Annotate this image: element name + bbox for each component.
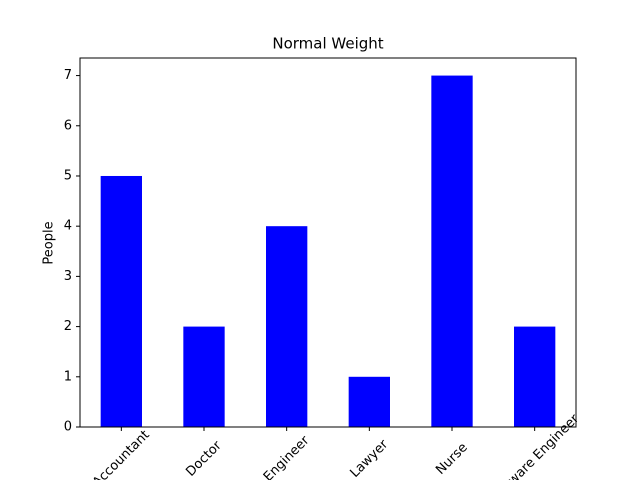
bar bbox=[431, 75, 473, 428]
bar bbox=[266, 226, 308, 427]
y-tick-label: 6 bbox=[64, 118, 72, 133]
y-axis-label: People bbox=[42, 221, 57, 264]
plot-frame bbox=[79, 57, 577, 428]
chart-title: Normal Weight bbox=[272, 35, 383, 53]
bar bbox=[348, 376, 390, 427]
bar bbox=[183, 326, 225, 427]
y-tick-label: 1 bbox=[64, 369, 72, 384]
bar bbox=[100, 175, 142, 427]
y-tick-label: 5 bbox=[64, 168, 72, 183]
y-tick-label: 2 bbox=[64, 319, 72, 334]
y-tick-label: 0 bbox=[64, 420, 72, 435]
y-tick-label: 3 bbox=[64, 269, 72, 284]
y-tick-label: 4 bbox=[64, 219, 72, 234]
y-tick-label: 7 bbox=[64, 68, 72, 83]
bar bbox=[514, 326, 556, 427]
